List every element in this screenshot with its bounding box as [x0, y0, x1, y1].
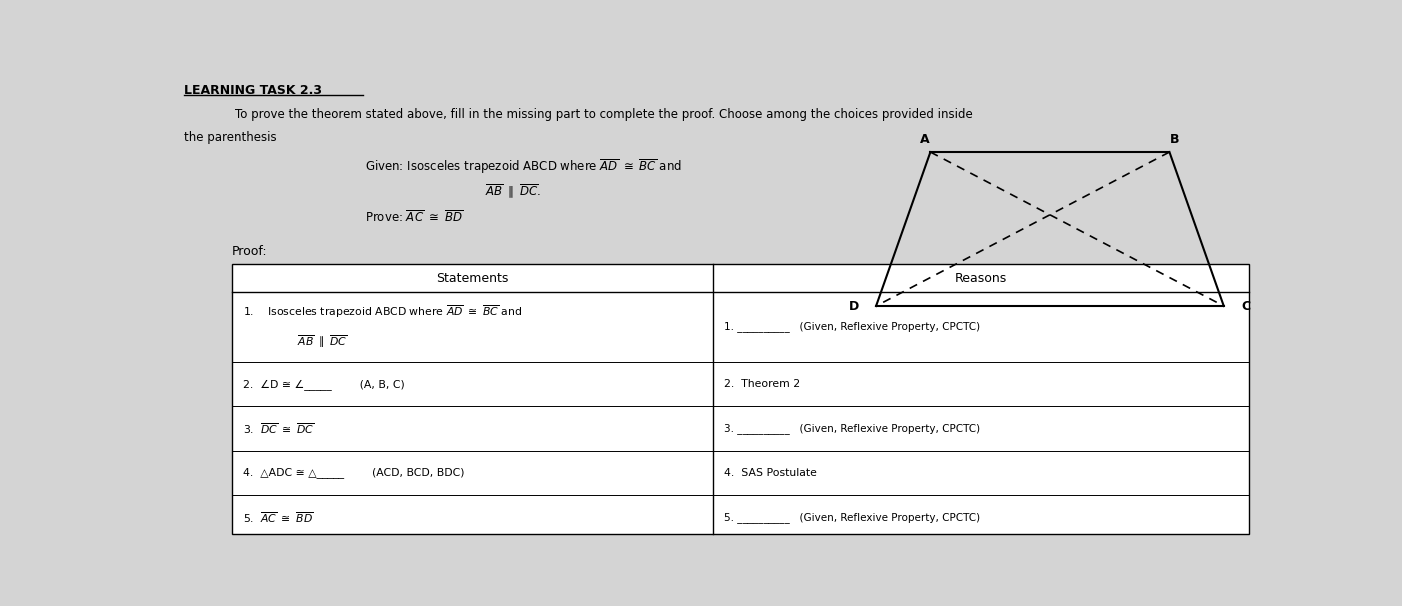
Text: LEARNING TASK 2.3: LEARNING TASK 2.3 [184, 84, 322, 98]
Text: $\overline{AB}$ $\parallel$ $\overline{DC}$: $\overline{AB}$ $\parallel$ $\overline{D… [297, 334, 346, 350]
Text: D: D [848, 299, 858, 313]
Text: 1.    Isosceles trapezoid ABCD where $\overline{AD}$ $\cong$ $\overline{BC}$ and: 1. Isosceles trapezoid ABCD where $\over… [243, 304, 522, 321]
Text: 1. __________   (Given, Reflexive Property, CPCTC): 1. __________ (Given, Reflexive Property… [723, 322, 980, 333]
Text: 3. __________   (Given, Reflexive Property, CPCTC): 3. __________ (Given, Reflexive Property… [723, 423, 980, 434]
Text: B: B [1171, 133, 1179, 146]
Text: 5.  $\overline{AC}$ $\cong$ $\overline{BD}$: 5. $\overline{AC}$ $\cong$ $\overline{BD… [243, 510, 313, 525]
Text: A: A [920, 133, 930, 146]
Text: 4.  △ADC ≅ △_____        (ACD, BCD, BDC): 4. △ADC ≅ △_____ (ACD, BCD, BDC) [243, 467, 464, 478]
Text: 5. __________   (Given, Reflexive Property, CPCTC): 5. __________ (Given, Reflexive Property… [723, 511, 980, 522]
Text: 3.  $\overline{DC}$ $\cong$ $\overline{DC}$: 3. $\overline{DC}$ $\cong$ $\overline{DC… [243, 421, 314, 436]
Text: Proof:: Proof: [231, 245, 268, 258]
Text: C: C [1241, 299, 1251, 313]
Text: Prove: $\overline{AC}$ $\cong$ $\overline{BD}$: Prove: $\overline{AC}$ $\cong$ $\overlin… [366, 209, 464, 225]
Text: $\overline{AB}$ $\parallel$ $\overline{DC}$.: $\overline{AB}$ $\parallel$ $\overline{D… [485, 182, 541, 201]
Text: 4.  SAS Postulate: 4. SAS Postulate [723, 468, 817, 478]
Text: To prove the theorem stated above, fill in the missing part to complete the proo: To prove the theorem stated above, fill … [236, 108, 973, 121]
Text: Given: Isosceles trapezoid ABCD where $\overline{AD}$ $\cong$ $\overline{BC}$ an: Given: Isosceles trapezoid ABCD where $\… [366, 157, 683, 176]
Text: the parenthesis: the parenthesis [184, 131, 276, 144]
Text: Reasons: Reasons [955, 271, 1007, 285]
FancyBboxPatch shape [231, 264, 1249, 534]
Text: Statements: Statements [436, 271, 509, 285]
Text: 2.  Theorem 2: 2. Theorem 2 [723, 379, 801, 389]
Text: 2.  ∠D ≅ ∠_____        (A, B, C): 2. ∠D ≅ ∠_____ (A, B, C) [243, 379, 404, 390]
